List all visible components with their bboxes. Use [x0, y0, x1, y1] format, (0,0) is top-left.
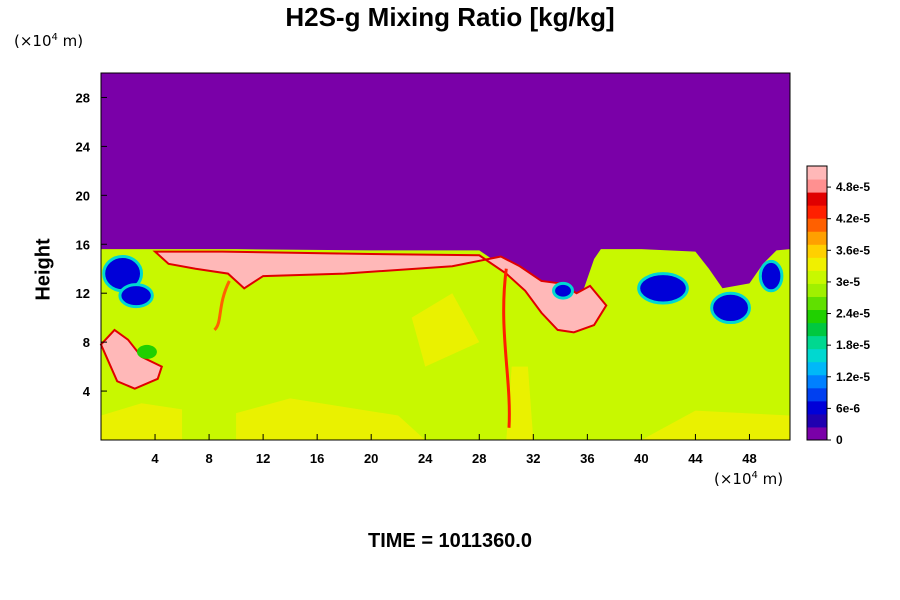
y-axis-unit: (×104 m) [14, 32, 84, 50]
colorbar-swatch [807, 361, 827, 376]
field-patch-yellow [411, 293, 480, 367]
colorbar-swatch [807, 309, 827, 324]
x-tick-label: 20 [364, 451, 378, 466]
y-tick-label: 24 [76, 139, 91, 154]
x-tick-label: 40 [634, 451, 648, 466]
field-eddy-low [710, 291, 751, 325]
x-tick-label: 48 [742, 451, 756, 466]
y-axis: 4 8 12 16 20 24 28 [76, 90, 107, 399]
x-tick-label: 12 [256, 451, 270, 466]
colorbar-swatch [807, 218, 827, 232]
x-tick-label: 8 [205, 451, 212, 466]
colorbar-swatch [807, 387, 827, 402]
field-patch-yellow [236, 398, 426, 440]
y-tick-label: 8 [83, 335, 90, 350]
x-tick-label: 36 [580, 451, 594, 466]
colorbar-swatch [807, 335, 827, 350]
colorbar-swatch [807, 283, 827, 297]
x-tick-label: 4 [151, 451, 159, 466]
field-eddy-low [758, 259, 784, 293]
x-tick-label: 28 [472, 451, 486, 466]
time-label: TIME = 1011360.0 [367, 530, 532, 552]
field-patch-yellow [101, 403, 183, 440]
x-tick-label: 16 [310, 451, 324, 466]
colorbar-swatch [807, 374, 827, 389]
x-tick-label: 24 [418, 451, 433, 466]
field-patch-yellow [641, 410, 790, 440]
colorbar-swatch [807, 400, 827, 415]
colorbar-swatch [807, 244, 827, 258]
colorbar-swatch [807, 426, 827, 441]
chart-title: H2S-g Mixing Ratio [kg/kg] [285, 2, 615, 32]
colorbar-swatch [807, 270, 827, 284]
colorbar-tick-label: 4.2e-5 [836, 212, 870, 226]
colorbar-tick-label: 1.2e-5 [836, 370, 870, 384]
field-streak [502, 268, 511, 428]
colorbar-swatch [807, 348, 827, 363]
colorbar-tick-label: 3e-5 [836, 275, 860, 289]
y-tick-label: 16 [76, 237, 90, 252]
colorbar-tick-label: 2.4e-5 [836, 307, 870, 321]
y-tick-label: 28 [76, 90, 90, 105]
y-tick-label: 4 [83, 384, 91, 399]
field-patch-yellow [506, 366, 534, 440]
colorbar-swatch [807, 166, 827, 180]
x-tick-label: 44 [688, 451, 703, 466]
plot-frame [100, 72, 791, 441]
colorbar-swatch [807, 413, 827, 428]
colorbar-swatch [807, 231, 827, 245]
field-eddy-low [118, 283, 154, 309]
x-tick-label: 32 [526, 451, 540, 466]
x-axis-unit: (×104 m) [714, 470, 784, 488]
field-streak [213, 280, 231, 332]
colorbar-swatch [807, 205, 827, 219]
colorbar-tick-label: 0 [836, 433, 843, 447]
colorbar-swatch [807, 179, 827, 193]
y-tick-label: 20 [76, 188, 90, 203]
colorbar-tick-label: 1.8e-5 [836, 338, 870, 352]
colorbar-swatch [807, 257, 827, 271]
y-tick-label: 12 [76, 286, 90, 301]
colorbar: 0 6e-6 1.2e-5 1.8e-5 2.4e-5 3e-5 3.6e-5 4.2e-5 4… [806, 165, 870, 447]
colorbar-tick-label: 4.8e-5 [836, 180, 870, 194]
colorbar-tick-label: 6e-6 [836, 401, 860, 415]
field-eddy-green [136, 344, 157, 359]
colorbar-swatch [807, 192, 827, 206]
colorbar-tick-label: 3.6e-5 [836, 243, 870, 257]
field-eddy-low [552, 281, 574, 300]
colorbar-swatch [807, 296, 827, 311]
plot-area [99, 72, 791, 441]
colorbar-swatch [807, 322, 827, 337]
colorbar-frame [806, 165, 828, 441]
field-eddy-low [637, 272, 689, 305]
field-max-left [99, 328, 164, 390]
x-axis: 4 8 12 16 20 24 28 32 36 40 44 48 [151, 434, 757, 466]
